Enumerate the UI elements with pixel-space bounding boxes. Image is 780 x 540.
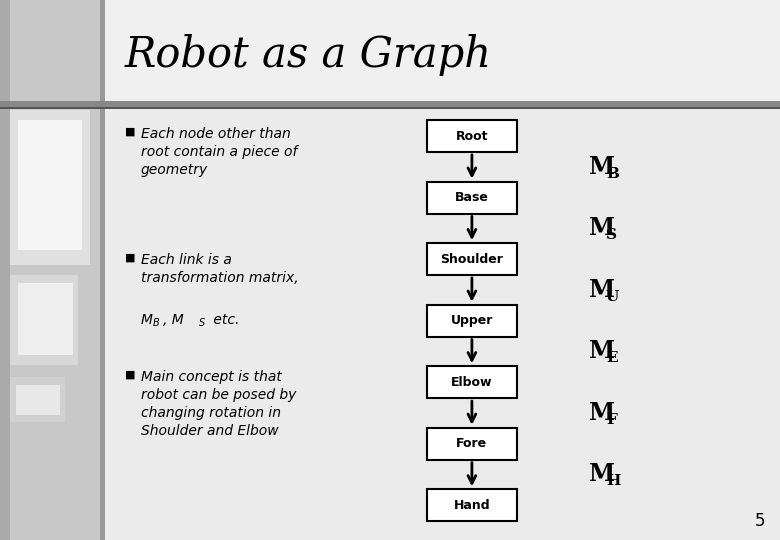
Text: Robot as a Graph: Robot as a Graph	[125, 33, 492, 76]
Text: Fore: Fore	[456, 437, 488, 450]
Bar	[10, 0, 105, 540]
Text: M: M	[589, 155, 615, 179]
Text: Elbow: Elbow	[451, 376, 493, 389]
Text: Base: Base	[455, 191, 489, 204]
Bar	[18, 283, 73, 355]
Text: H: H	[606, 475, 620, 489]
Text: B: B	[153, 318, 160, 328]
Text: ■: ■	[125, 253, 136, 263]
Bar	[10, 377, 65, 422]
Text: B: B	[606, 167, 619, 181]
Text: Main concept is that
robot can be posed by
changing rotation in
Shoulder and Elb: Main concept is that robot can be posed …	[141, 370, 296, 437]
Bar	[100, 0, 105, 540]
Bar	[0, 101, 780, 107]
Bar	[427, 428, 516, 460]
Text: U: U	[606, 290, 619, 304]
Bar	[427, 181, 516, 213]
Bar	[427, 305, 516, 336]
Bar	[10, 275, 78, 365]
Text: etc.: etc.	[209, 313, 239, 327]
Text: M: M	[589, 278, 615, 302]
Text: Each node other than
root contain a piece of
geometry: Each node other than root contain a piec…	[141, 127, 297, 177]
Bar	[105, 105, 780, 540]
Text: M: M	[589, 401, 615, 425]
Text: , M: , M	[163, 313, 184, 327]
Text: 5: 5	[754, 512, 765, 530]
Text: Each link is a
transformation matrix,: Each link is a transformation matrix,	[141, 253, 299, 285]
Text: Shoulder: Shoulder	[441, 253, 503, 266]
Bar	[18, 120, 82, 250]
Text: S: S	[199, 318, 205, 328]
Text: F: F	[606, 413, 617, 427]
Text: M: M	[589, 217, 615, 240]
Text: ■: ■	[125, 127, 136, 137]
Text: M: M	[589, 462, 615, 487]
Text: E: E	[606, 352, 618, 366]
Bar	[427, 366, 516, 398]
Text: Upper: Upper	[451, 314, 493, 327]
Bar	[16, 385, 60, 415]
Bar	[0, 107, 780, 109]
Bar	[0, 0, 105, 540]
Text: M: M	[589, 339, 615, 363]
Bar	[427, 120, 516, 152]
Bar	[105, 0, 780, 105]
Bar	[427, 489, 516, 521]
Text: Hand: Hand	[454, 499, 490, 512]
Bar	[10, 110, 90, 265]
Text: M: M	[141, 313, 153, 327]
Text: Root: Root	[456, 130, 488, 143]
Text: ■: ■	[125, 370, 136, 380]
Bar	[427, 243, 516, 275]
Text: S: S	[606, 228, 617, 242]
